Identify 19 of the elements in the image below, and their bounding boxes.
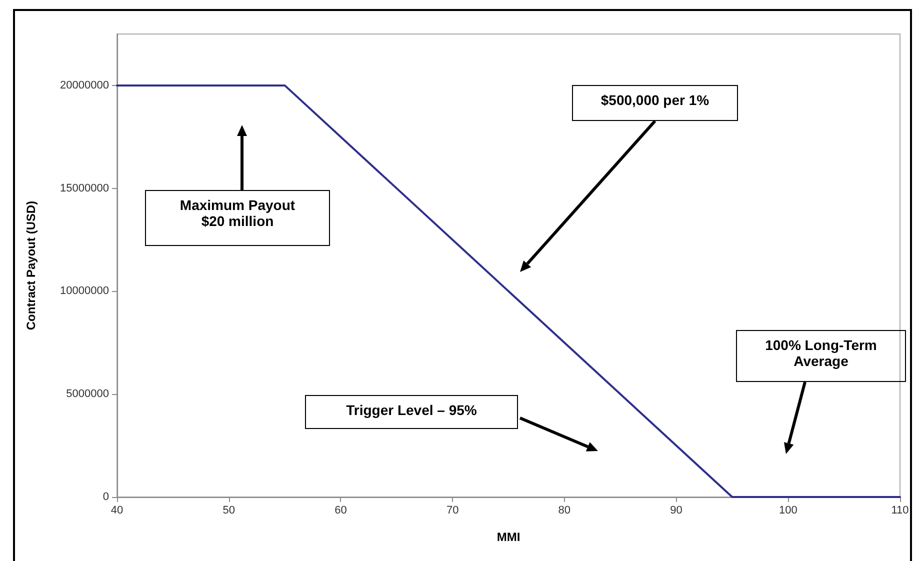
- annotation: $500,000 per 1%: [572, 85, 738, 121]
- x-tick-label: 110: [891, 504, 909, 516]
- y-tick-label: 0: [102, 491, 109, 503]
- x-tick-label: 40: [110, 504, 124, 516]
- x-tick-label: 60: [334, 504, 347, 516]
- x-tick-label: 70: [446, 504, 459, 516]
- annotation: 100% Long-Term Average: [736, 330, 906, 382]
- x-axis-title: MMI: [496, 530, 520, 544]
- x-tick-label: 90: [670, 504, 682, 516]
- annotation: Trigger Level – 95%: [305, 395, 518, 429]
- x-tick-label: 50: [222, 504, 235, 516]
- y-axis-title: Contract Payout (USD): [24, 200, 38, 330]
- y-tick-label: 5000000: [66, 388, 109, 400]
- y-tick-label: 15000000: [60, 182, 109, 194]
- annotation: Maximum Payout $20 million: [145, 190, 330, 246]
- x-tick-label: 80: [558, 504, 571, 516]
- y-tick-label: 20000000: [60, 79, 109, 92]
- x-tick-label: 100: [778, 504, 798, 516]
- y-tick-label: 10000000: [60, 285, 109, 298]
